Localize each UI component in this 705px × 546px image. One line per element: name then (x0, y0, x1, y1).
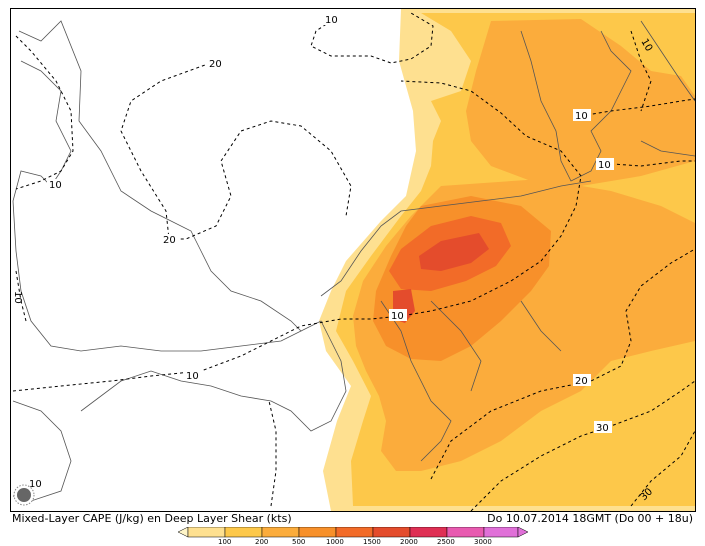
contour-line (430, 248, 695, 480)
colorbar-segment (187, 527, 226, 538)
map-caption: Mixed-Layer CAPE (J/kg) en Deep Layer Sh… (12, 512, 292, 525)
colorbar-segment (224, 527, 263, 538)
cape-500-zone (466, 19, 695, 186)
colorbar-tick-label: 2000 (400, 538, 418, 544)
colorbar-segment (298, 527, 337, 538)
contour-line (598, 160, 695, 167)
colorbar-tick-label: 500 (292, 538, 305, 544)
colorbar-tick-label: 2500 (437, 538, 455, 544)
colorbar-segment (372, 527, 411, 538)
colorbar-segment (261, 527, 300, 538)
colorbar-arrow-left (178, 527, 189, 538)
colorbar-tick-label: 1000 (326, 538, 344, 544)
contour-label: 10 (391, 311, 404, 322)
coastline-france (80, 320, 347, 432)
contour-label: 10 (325, 15, 338, 26)
contour-label: 10 (49, 180, 62, 191)
contour-line (630, 30, 652, 112)
colorbar-segment (483, 527, 519, 538)
contour-label: 10 (12, 291, 23, 304)
contour-line (580, 98, 695, 117)
contour-label: 30 (596, 423, 609, 434)
sun-logo-icon (13, 484, 35, 506)
contour-line (15, 35, 74, 190)
border-inland (380, 300, 562, 462)
colorbar-segment (446, 527, 485, 538)
map-canvas: 10 20 10 20 10 10 10 10 10 20 30 30 10 1… (12, 9, 695, 511)
contour-label: 20 (575, 376, 588, 387)
map-panel: 10 20 10 20 10 10 10 10 10 20 30 30 10 1… (10, 8, 696, 512)
colorbar-segment (409, 527, 448, 538)
coastline-lowlands (320, 180, 592, 297)
contour-label: 10 (598, 160, 611, 171)
colorbar-tick-label: 100 (218, 538, 231, 544)
cape-colorbar: 100 200 500 1000 1500 2000 2500 3000 (178, 527, 528, 544)
contour-label: 10 (29, 479, 42, 490)
contour-label: 10 (186, 371, 199, 382)
contour-label: 20 (209, 59, 222, 70)
colorbar-arrow-right (517, 527, 528, 538)
contour-label: 10 (575, 111, 588, 122)
colorbar-segment (335, 527, 374, 538)
colorbar-tick-label: 3000 (474, 538, 492, 544)
contour-line (310, 12, 434, 64)
contour-line (120, 60, 352, 240)
colorbar-tick-label: 200 (255, 538, 268, 544)
cape-2000-zone (419, 233, 489, 271)
contour-label: 20 (163, 235, 176, 246)
coastline-sweden (640, 20, 695, 157)
contour-line (15, 270, 27, 322)
contour-line (630, 430, 695, 507)
contour-labels: 10 20 10 20 10 10 10 10 10 20 30 30 10 1… (12, 14, 655, 503)
valid-time-caption: Do 10.07.2014 18GMT (Do 00 + 18u) (487, 512, 693, 525)
cape-field (319, 9, 695, 511)
contour-line (268, 400, 277, 507)
colorbar-tick-label: 1500 (363, 538, 381, 544)
